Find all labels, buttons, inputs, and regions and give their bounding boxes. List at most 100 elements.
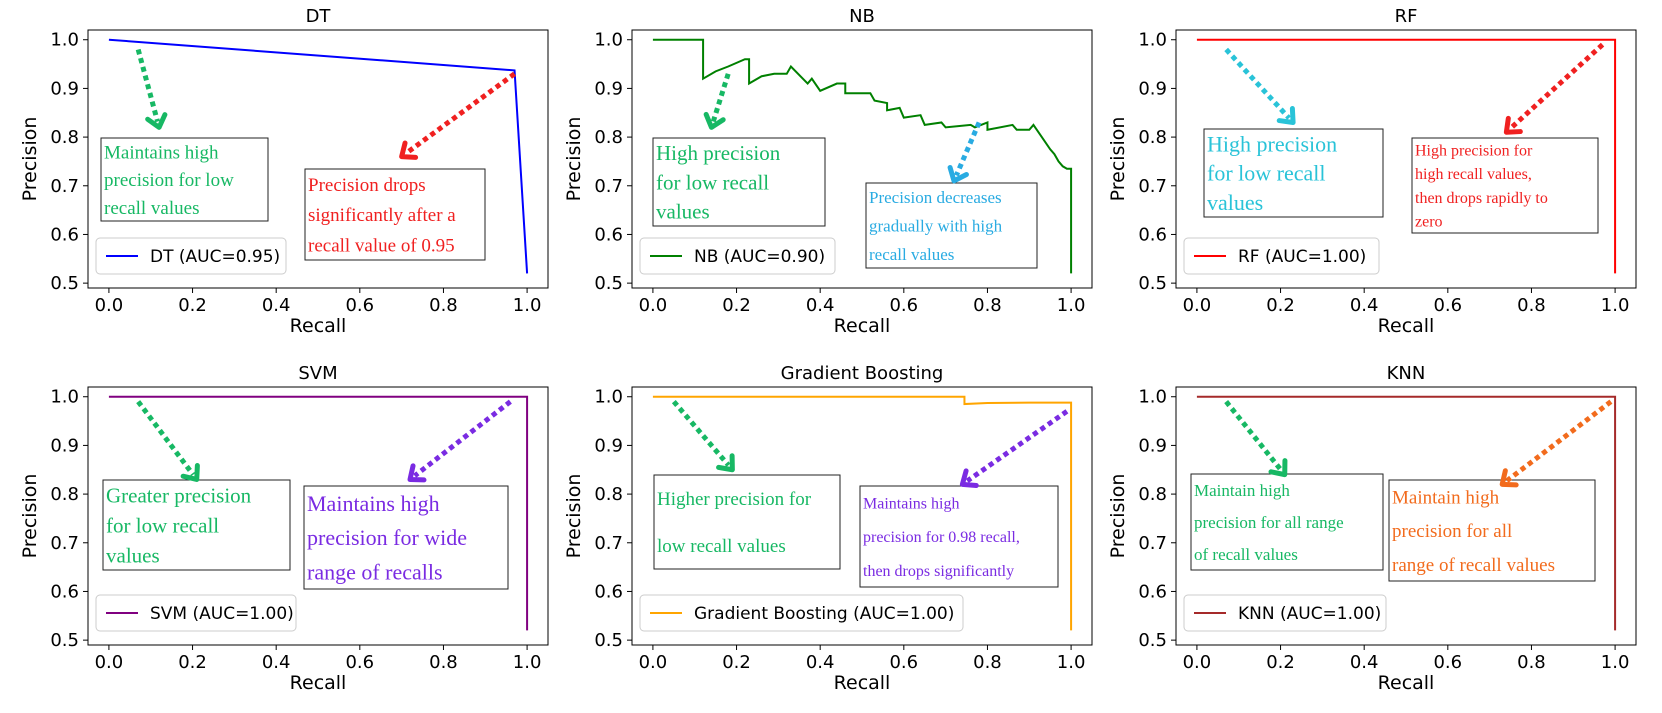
x-tick-label: 0.2 — [722, 652, 751, 673]
annotation-text: recall values — [104, 198, 199, 219]
y-tick-label: 0.7 — [594, 533, 623, 554]
legend-box — [639, 594, 964, 632]
annotation-arrow — [1509, 42, 1605, 131]
plot-frame — [631, 29, 1093, 289]
y-tick-label: 0.7 — [50, 533, 79, 554]
x-axis-label: Recall — [834, 315, 891, 337]
x-axis-label: Recall — [834, 672, 891, 694]
subplot-title: NB — [849, 6, 875, 27]
y-tick-label: 0.5 — [1138, 273, 1167, 294]
annotation-text: zero — [1415, 214, 1443, 231]
y-axis-label: Precision — [19, 117, 41, 202]
annotation-text: for low recall — [656, 170, 769, 194]
x-tick-label: 0.6 — [889, 295, 918, 316]
annotation-text: high recall values, — [1415, 166, 1532, 183]
annotation-text: precision for low — [104, 170, 234, 191]
y-tick-label: 0.6 — [1138, 581, 1167, 602]
subplot-5: Gradient Boosting 0.0 0.2 0.4 0.6 0.8 1.0 0.5 0.… — [563, 363, 1093, 694]
arrow-head — [1268, 458, 1288, 478]
y-tick-label: 0.6 — [594, 581, 623, 602]
annotation-text: precision for 0.98 recall, — [863, 529, 1020, 546]
y-tick-label: 0.8 — [594, 484, 623, 505]
annotation-text: Greater precision — [106, 483, 252, 507]
annotation-text: range of recalls — [307, 560, 443, 585]
annotation-text: precision for all — [1392, 521, 1512, 542]
y-tick-label: 0.8 — [50, 127, 79, 148]
annotation-box — [1203, 128, 1384, 218]
y-axis-label: Precision — [563, 117, 585, 202]
y-tick-label: 0.5 — [50, 630, 79, 651]
annotation-arrow — [954, 121, 982, 177]
x-tick-label: 0.4 — [1350, 295, 1379, 316]
annotation-box — [859, 485, 1059, 588]
annotation-text: significantly after a — [308, 205, 456, 226]
subplot-4: SVM 0.0 0.2 0.4 0.6 0.8 1.0 0.5 0.6 0.7 0.8 0.9 1.0 R… — [19, 363, 549, 694]
y-tick-label: 1.0 — [50, 30, 79, 51]
x-tick-label: 0.8 — [429, 295, 458, 316]
plot-frame — [1175, 386, 1637, 646]
series-line — [1196, 395, 1617, 631]
series-line — [108, 395, 529, 631]
annotation-box — [1388, 479, 1596, 582]
annotation-text: Maintain high — [1392, 487, 1500, 508]
annotation-text: Precision drops — [308, 175, 426, 196]
annotation-text: High precision — [656, 141, 781, 165]
arrow-head — [1499, 468, 1519, 488]
y-axis-label: Precision — [1107, 474, 1129, 559]
x-axis-label: Recall — [290, 315, 347, 337]
arrow-head — [716, 453, 735, 473]
annotation-text: for low recall — [1207, 161, 1326, 186]
legend-label: NB (AUC=0.90) — [694, 247, 825, 267]
annotation-text: Maintain high — [1194, 481, 1290, 500]
x-tick-label: 0.6 — [345, 652, 374, 673]
y-tick-label: 0.7 — [50, 176, 79, 197]
annotation-text: for low recall — [106, 513, 219, 537]
y-tick-label: 1.0 — [594, 387, 623, 408]
y-tick-label: 0.9 — [1138, 435, 1167, 456]
annotation-text: High precision for — [1415, 142, 1533, 159]
y-tick-label: 1.0 — [1138, 387, 1167, 408]
annotation-arrow — [136, 400, 196, 477]
x-tick-label: 0.4 — [806, 295, 835, 316]
arrow-head — [947, 164, 969, 184]
arrow-head — [399, 140, 419, 160]
subplot-1: DT 0.0 0.2 0.4 0.6 0.8 1.0 0.5 0.6 0.7 0.8 0.9 1.0 Re… — [19, 6, 549, 337]
subplot-title: SVM — [298, 363, 337, 384]
subplot-title: Gradient Boosting — [781, 363, 944, 384]
subplot-6: KNN 0.0 0.2 0.4 0.6 0.8 1.0 0.5 0.6 0.7 0.8 0.9 1.0 R… — [1107, 363, 1637, 694]
y-tick-label: 0.9 — [594, 435, 623, 456]
annotation-text: Maintains high — [307, 491, 440, 516]
annotation-text: Higher precision for — [657, 489, 812, 510]
x-tick-label: 0.0 — [1183, 295, 1212, 316]
annotation-text: range of recall values — [1392, 555, 1555, 576]
x-tick-label: 0.6 — [1433, 295, 1462, 316]
series-line — [652, 395, 1073, 631]
x-tick-label: 0.0 — [95, 295, 124, 316]
subplot-title: DT — [306, 6, 332, 27]
annotation-text: recall value of 0.95 — [308, 235, 455, 256]
x-axis-label: Recall — [1378, 672, 1435, 694]
x-tick-label: 0.8 — [1517, 652, 1546, 673]
y-axis-label: Precision — [19, 474, 41, 559]
arrow-head — [703, 111, 726, 130]
legend-label: RF (AUC=1.00) — [1238, 247, 1366, 267]
y-tick-label: 0.5 — [50, 273, 79, 294]
annotation-text: recall values — [869, 245, 954, 264]
y-tick-label: 0.9 — [594, 78, 623, 99]
legend-box — [95, 237, 287, 275]
annotation-text: Maintains high — [104, 142, 219, 163]
annotation-text: values — [1207, 190, 1263, 215]
annotation-arrow — [413, 399, 512, 478]
annotation-arrow — [1505, 399, 1613, 483]
y-tick-label: 0.5 — [1138, 630, 1167, 651]
legend-box — [1183, 237, 1380, 275]
annotation-arrow — [135, 48, 160, 123]
x-tick-label: 0.2 — [178, 652, 207, 673]
x-tick-label: 1.0 — [1057, 652, 1086, 673]
x-tick-label: 0.2 — [1266, 652, 1295, 673]
annotation-text: Maintains high — [863, 495, 959, 512]
x-tick-label: 0.6 — [889, 652, 918, 673]
x-tick-label: 0.0 — [639, 295, 668, 316]
annotation-text: High precision — [1207, 131, 1337, 156]
